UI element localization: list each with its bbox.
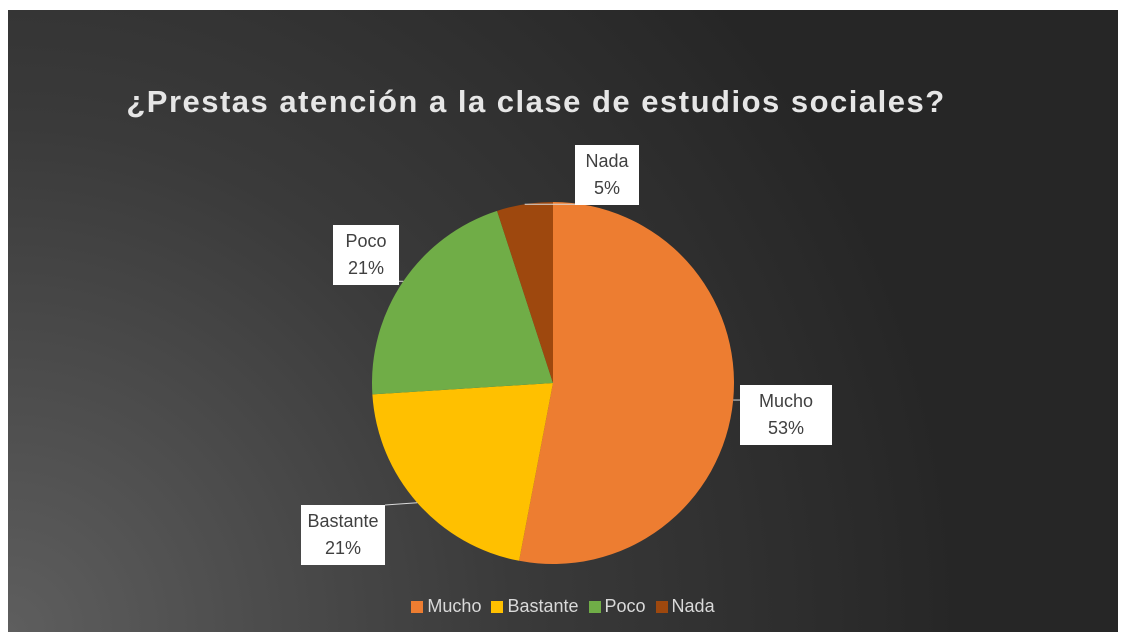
plot: Mucho 53% Bastante 21% Poco 21% Nada 5% xyxy=(301,145,832,565)
label-box xyxy=(301,505,385,565)
data-label: 53% xyxy=(768,418,804,438)
pie-slice xyxy=(497,202,553,383)
label-box xyxy=(740,385,832,445)
chart: ¿Prestas atención a la clase de estudios… xyxy=(8,10,1118,632)
pie-slice xyxy=(519,202,734,564)
data-label: 21% xyxy=(325,538,361,558)
legend-swatch xyxy=(491,600,504,613)
data-label: 21% xyxy=(348,258,384,278)
legend-item: Mucho xyxy=(411,596,481,617)
chart-title: ¿Prestas atención a la clase de estudios… xyxy=(126,84,946,119)
label-box xyxy=(575,145,639,205)
legend-item: Bastante xyxy=(491,596,579,617)
legend-label: Nada xyxy=(671,596,715,616)
legend-label: Bastante xyxy=(507,596,579,616)
legend-item: Nada xyxy=(655,596,715,617)
leader-line xyxy=(384,502,418,506)
data-label-name: Bastante xyxy=(307,511,378,531)
pie-slice xyxy=(372,210,553,395)
label-box xyxy=(333,225,399,285)
legend-swatch xyxy=(411,600,424,613)
legend-label: Poco xyxy=(604,596,646,616)
legend-item: Poco xyxy=(588,596,646,617)
pie-slice xyxy=(372,383,553,561)
legend: Mucho Bastante Poco Nada xyxy=(8,596,1118,617)
legend-label: Mucho xyxy=(427,596,482,616)
data-label-name: Nada xyxy=(585,151,629,171)
legend-swatch xyxy=(655,600,668,613)
legend-swatch xyxy=(588,600,601,613)
data-label: 5% xyxy=(594,178,620,198)
data-label-name: Mucho xyxy=(759,391,813,411)
data-label-name: Poco xyxy=(345,231,386,251)
